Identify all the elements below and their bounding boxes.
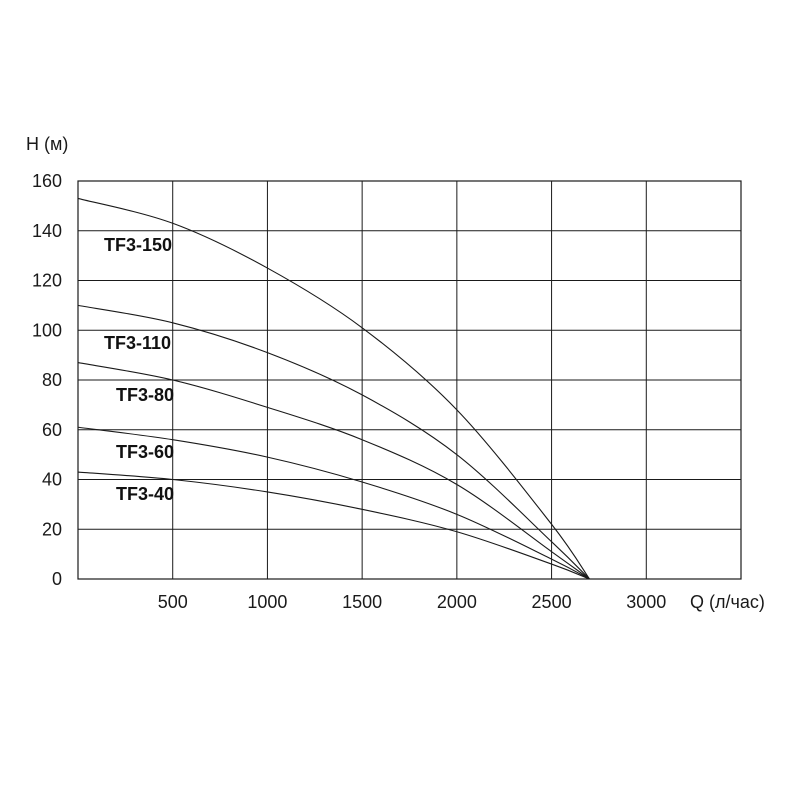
series-curve-tf3-110	[77, 304, 590, 580]
x-tick-label: 1500	[342, 592, 382, 612]
series-label-tf3-80: TF3-80	[116, 385, 174, 405]
series-label-tf3-60: TF3-60	[116, 442, 174, 462]
tick-labels: 0 20 40 60 80 100 120 140 160 500 1000 1500 2000 2500…	[32, 171, 666, 612]
series-curve-tf3-150	[77, 197, 590, 580]
series-labels: TF3-150 TF3-110 TF3-80 TF3-60 TF3-40	[104, 235, 174, 504]
grid	[77, 180, 742, 580]
series-label-tf3-40: TF3-40	[116, 484, 174, 504]
y-tick-label: 60	[42, 420, 62, 440]
x-tick-label: 2500	[532, 592, 572, 612]
y-tick-label: 20	[42, 519, 62, 539]
y-axis-title: H (м)	[26, 134, 68, 154]
y-tick-label: 120	[32, 271, 62, 291]
y-tick-label: 160	[32, 171, 62, 191]
y-tick-label: 40	[42, 470, 62, 490]
x-tick-label: 1000	[247, 592, 287, 612]
series-label-tf3-110: TF3-110	[104, 333, 171, 353]
curves	[77, 197, 590, 580]
x-tick-label: 500	[158, 592, 188, 612]
x-axis-title: Q (л/час)	[690, 592, 765, 612]
series-label-tf3-150: TF3-150	[104, 235, 172, 255]
series-curve-tf3-40	[77, 471, 590, 580]
y-tick-label: 140	[32, 221, 62, 241]
series-curve-tf3-80	[77, 362, 590, 580]
x-tick-label: 2000	[437, 592, 477, 612]
x-tick-label: 3000	[626, 592, 666, 612]
y-tick-label: 80	[42, 370, 62, 390]
series-curve-tf3-60	[77, 426, 590, 580]
y-tick-label: 100	[32, 320, 62, 340]
y-tick-label: 0	[52, 569, 62, 589]
